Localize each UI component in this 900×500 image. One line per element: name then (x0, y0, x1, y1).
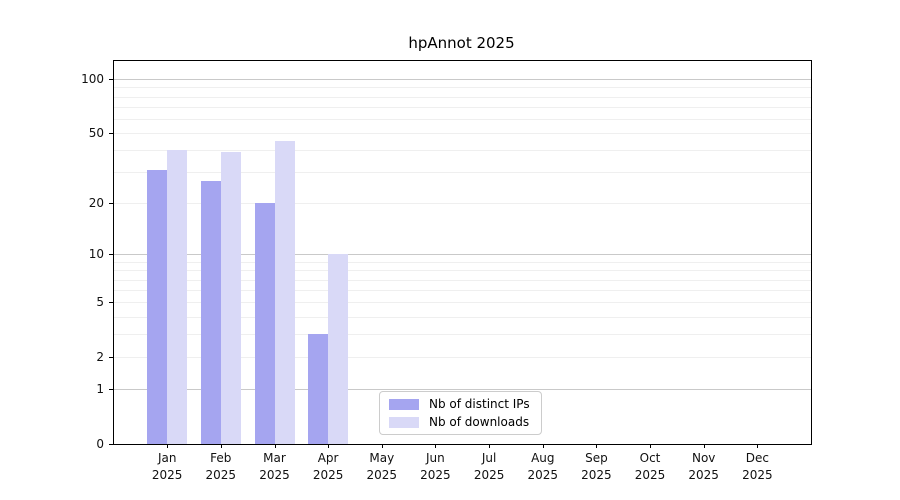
y-tick-label: 50 (88, 126, 104, 140)
legend-item-downloads: Nb of downloads (389, 415, 532, 429)
x-tick-mark (328, 444, 330, 448)
y-tick-label: 20 (88, 196, 104, 211)
x-tick-mark (757, 444, 759, 448)
bar-ips-apr (308, 334, 329, 444)
y-tick-mark (109, 357, 113, 359)
y-gridline-minor (114, 150, 811, 152)
bar-downloads-jan (167, 150, 188, 444)
y-gridline-minor (114, 261, 811, 263)
x-tick-mark (489, 444, 491, 448)
x-tick-mark (381, 444, 383, 448)
y-tick-label: 0 (96, 437, 104, 451)
x-tick-mark (220, 444, 222, 448)
bar-ips-jan (147, 169, 168, 444)
legend-swatch-downloads (389, 416, 419, 428)
x-tick-label: Apr 2025 (312, 451, 344, 482)
y-gridline-minor (114, 290, 811, 292)
y-tick-label: 100 (81, 72, 104, 86)
legend: Nb of distinct IPs Nb of downloads (379, 391, 542, 435)
x-tick-label: Jan 2025 (151, 451, 183, 482)
y-gridline-minor (114, 316, 811, 318)
y-tick-mark (109, 79, 113, 80)
y-gridline-minor (114, 357, 811, 359)
y-gridline-minor (114, 279, 811, 281)
y-gridline-minor (114, 334, 811, 336)
x-tick-label: Oct 2025 (634, 451, 666, 482)
x-tick-mark (167, 444, 169, 448)
y-tick-mark (109, 254, 113, 256)
legend-label-ips: Nb of distinct IPs (429, 397, 530, 411)
bar-ips-feb (200, 180, 221, 444)
plot-area: 0 1 2 5 10 20 50 100 Jan 2025 Feb 2025 Mar 2025 Apr… (81, 60, 812, 482)
y-tick-mark (109, 389, 113, 391)
x-tick-label: Jul 2025 (473, 451, 505, 482)
x-tick-mark (703, 444, 705, 448)
y-tick-mark (109, 444, 113, 445)
y-gridline-major (114, 79, 811, 80)
y-gridline-minor (114, 118, 811, 120)
y-tick-mark (109, 302, 113, 304)
y-gridline-minor (114, 203, 811, 205)
y-gridline-minor (114, 172, 811, 174)
x-tick-label: Mar 2025 (259, 451, 290, 482)
x-tick-label: Feb 2025 (205, 451, 237, 482)
y-tick-mark (109, 133, 113, 134)
x-tick-mark (435, 444, 437, 448)
x-tick-label: May 2025 (366, 451, 398, 482)
y-tick-label: 2 (96, 350, 104, 365)
y-gridline-minor (114, 87, 811, 89)
y-tick-mark (109, 203, 113, 205)
x-tick-mark (650, 444, 651, 448)
y-gridline-major (114, 254, 811, 256)
y-gridline-major (114, 389, 811, 391)
bar-downloads-feb (220, 152, 241, 444)
chart-title: hpAnnot 2025 (408, 34, 515, 52)
y-tick-label: 5 (96, 295, 104, 310)
y-tick-label: 1 (96, 382, 104, 397)
x-tick-label: Dec 2025 (742, 451, 773, 482)
bar-downloads-mar (274, 141, 295, 444)
y-gridline-minor (114, 302, 811, 304)
x-tick-mark (596, 444, 598, 448)
bar-ips-mar (254, 203, 275, 444)
y-gridline-minor (114, 106, 811, 108)
legend-item-distinct-ips: Nb of distinct IPs (389, 397, 532, 411)
x-tick-label: Sep 2025 (581, 451, 612, 482)
bar-downloads-apr (328, 254, 349, 444)
y-tick-label: 10 (88, 247, 104, 262)
x-tick-mark (274, 444, 276, 448)
x-tick-mark (542, 444, 544, 448)
x-tick-label: Nov 2025 (688, 451, 719, 482)
x-tick-label: Jun 2025 (420, 451, 451, 482)
y-gridline-minor (114, 96, 811, 98)
legend-swatch-ips (389, 398, 419, 410)
y-gridline-minor (114, 133, 811, 134)
x-tick-label: Aug 2025 (527, 451, 559, 482)
legend-label-downloads: Nb of downloads (429, 415, 530, 429)
y-gridline-minor (114, 270, 811, 272)
